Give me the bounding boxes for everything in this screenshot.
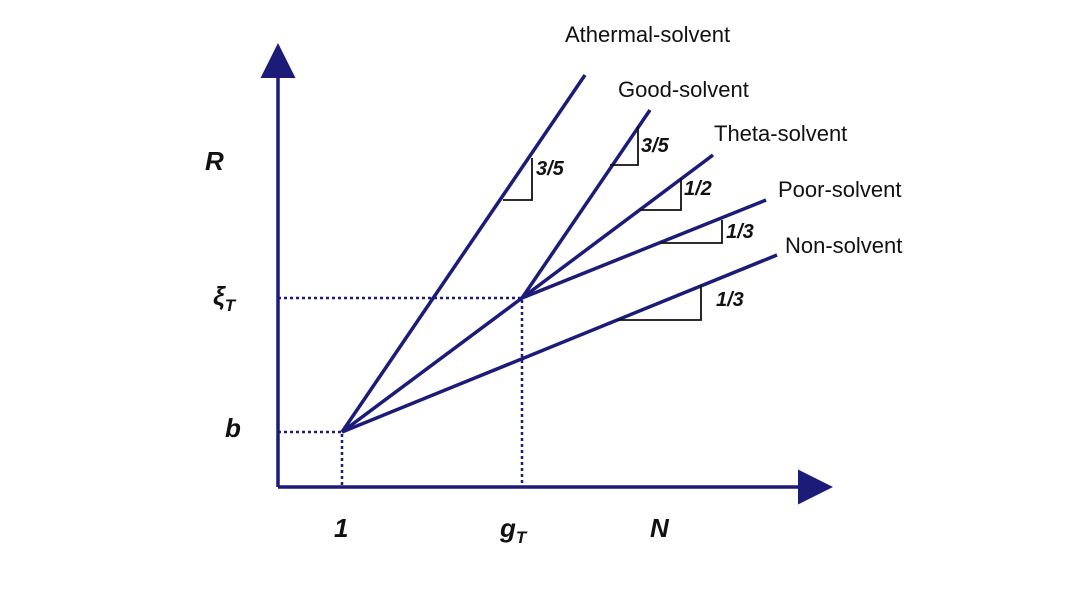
y-tick-label: ξT [213,281,237,315]
axes [260,43,833,505]
slope-triangles [503,126,723,321]
slope-label: 1/3 [716,289,744,311]
line-label: Poor-solvent [778,177,902,202]
solvent-lines [340,74,778,434]
x-axis-label: N [650,513,670,543]
good-line [520,109,652,299]
slope-triangle [640,178,682,211]
poor-line [521,198,767,300]
line-label: Non-solvent [785,233,902,258]
y-axis-label: R [205,146,224,176]
symbol: ξ [213,281,226,311]
slope-triangle [503,158,533,201]
line-label: Theta-solvent [714,121,847,146]
slope-triangle [617,285,702,321]
slope-label: 1/2 [684,178,712,200]
symbol: g [499,513,516,543]
guide-line [278,430,344,487]
line-label: Athermal-solvent [565,22,730,47]
slope-triangle [660,220,723,244]
slope-label: 1/3 [726,221,754,243]
subscript: T [225,296,237,315]
slope-label: 3/5 [641,135,670,157]
slope-label: 3/5 [536,158,565,180]
non-line [341,253,778,434]
theta-line [340,296,524,434]
subscript: T [516,528,528,547]
athermal-line [340,74,587,433]
y-tick-label: b [225,413,241,443]
x-tick-label: gT [499,513,528,547]
slope-triangle [610,126,639,166]
line-label: Good-solvent [618,77,749,102]
x-tick-label: 1 [334,513,348,543]
